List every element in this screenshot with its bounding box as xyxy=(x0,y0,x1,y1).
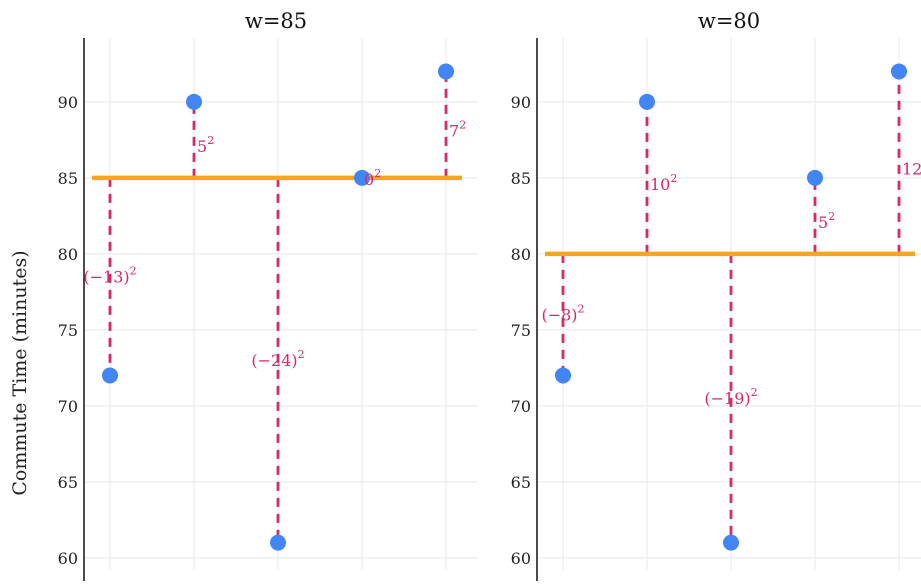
data-point xyxy=(639,93,655,110)
y-tick-label: 65 xyxy=(511,473,531,492)
y-tick-label: 85 xyxy=(58,169,78,188)
y-tick-label: 65 xyxy=(58,473,78,492)
y-tick-label: 85 xyxy=(511,169,531,188)
panel-title: w=80 xyxy=(698,9,760,33)
data-point xyxy=(354,169,370,186)
residual-label: 52 xyxy=(818,210,835,232)
residual-label: (−19)2 xyxy=(704,386,757,408)
data-point xyxy=(186,93,202,110)
y-tick-label: 90 xyxy=(511,93,531,112)
y-axis-label: Commute Time (minutes) xyxy=(9,250,31,495)
y-tick-label: 80 xyxy=(58,245,78,264)
y-tick-label: 75 xyxy=(511,321,531,340)
y-tick-label: 90 xyxy=(58,93,78,112)
y-tick-label: 75 xyxy=(58,321,78,340)
residual-label: 02 xyxy=(364,167,381,189)
data-point xyxy=(438,63,454,80)
y-tick-label: 70 xyxy=(511,397,531,416)
data-point xyxy=(270,534,286,551)
panel-title: w=85 xyxy=(245,9,307,33)
data-point xyxy=(891,63,907,80)
data-point xyxy=(807,169,823,186)
residual-label: (−8)2 xyxy=(541,303,584,325)
panel-2: w=80 60 65 70 75 80 85 90 (−8)2 102 (−19)2 52 122 xyxy=(511,9,921,581)
panel-1: w=85 60 65 70 75 80 85 90 (−13)2 52 (−24)2 02 72 xyxy=(58,9,478,581)
residual-label: (−13)2 xyxy=(83,265,136,287)
y-tick-label: 60 xyxy=(511,549,531,568)
residual-label: 102 xyxy=(650,172,677,194)
y-tick-label: 60 xyxy=(58,549,78,568)
residual-label: 122 xyxy=(902,157,921,179)
residual-label: 72 xyxy=(449,119,466,141)
data-point xyxy=(723,534,739,551)
residual-label: 52 xyxy=(197,134,214,156)
residual-label: (−24)2 xyxy=(251,348,304,370)
y-tick-label: 70 xyxy=(58,397,78,416)
data-point xyxy=(555,367,571,384)
y-tick-label: 80 xyxy=(511,245,531,264)
data-point xyxy=(102,367,118,384)
